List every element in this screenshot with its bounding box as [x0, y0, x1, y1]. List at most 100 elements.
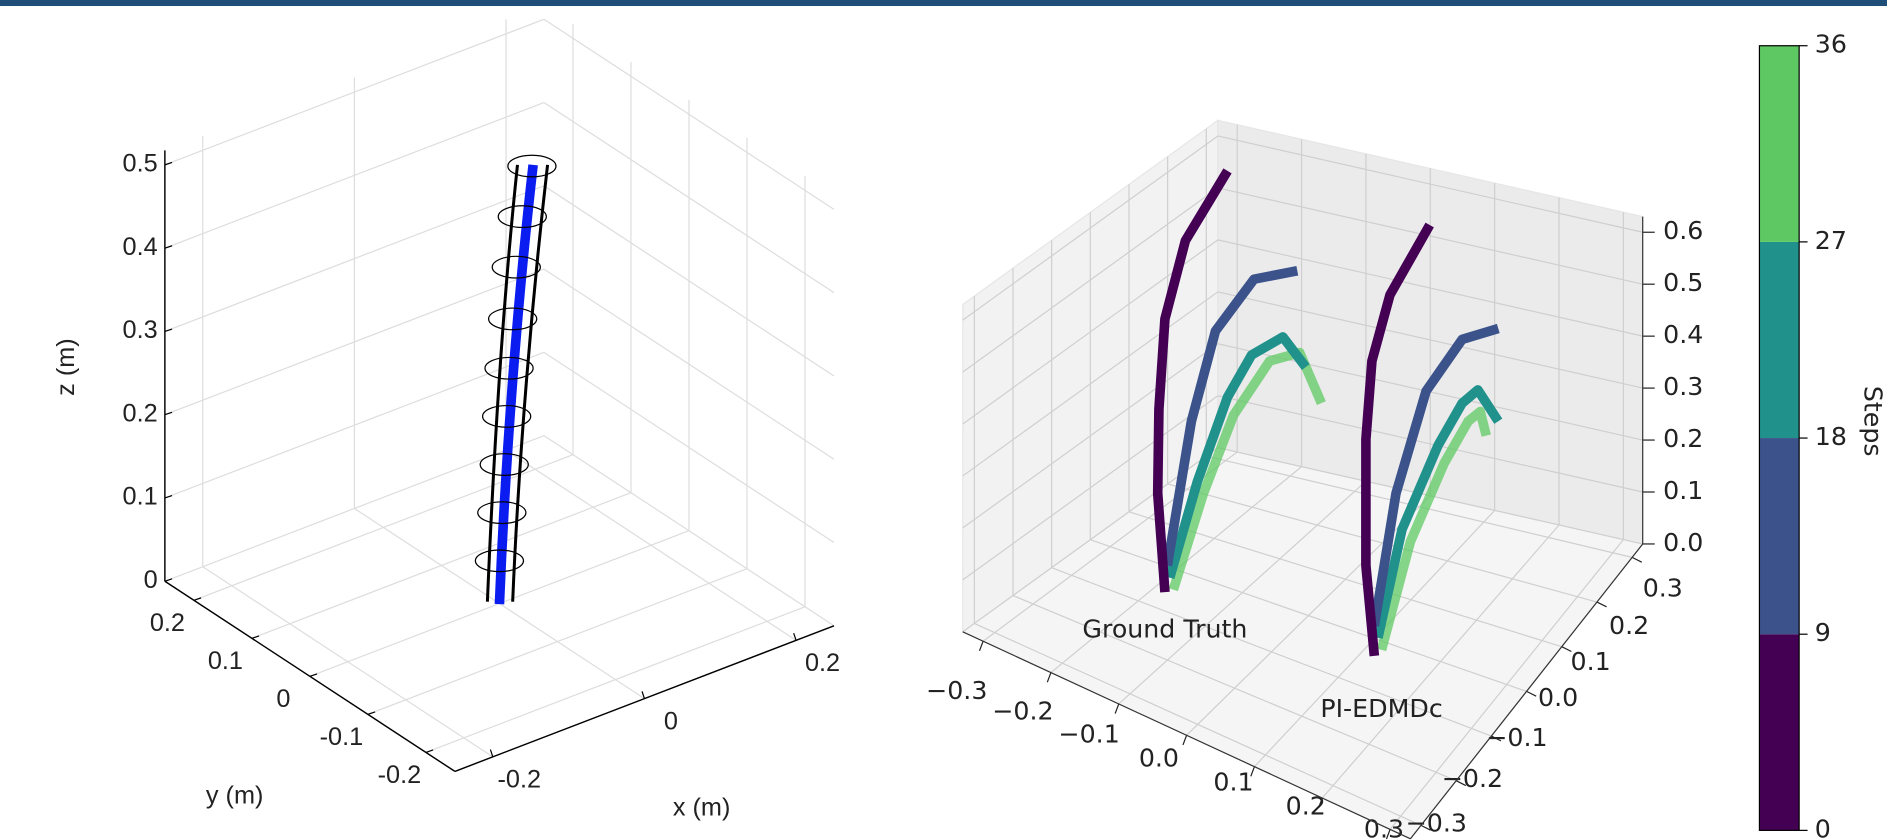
y-tick-label: 0.2: [1609, 611, 1649, 640]
grid-line: [505, 449, 797, 641]
axis-line: [962, 631, 1411, 840]
tick-mark: [1114, 703, 1120, 714]
grid-line: [1217, 239, 1643, 337]
y-tick-label: -0.1: [320, 723, 364, 751]
y-tick-label: 0.1: [1570, 647, 1610, 676]
z-tick-label: 0.5: [1663, 268, 1703, 297]
right-grid: [961, 119, 1644, 840]
z-tick-label: 0.5: [123, 150, 158, 178]
z-tick-label: 0.1: [123, 483, 158, 511]
annotation: PI-EDMDc: [1320, 694, 1442, 723]
y-tick-label: 0.3: [1643, 574, 1683, 603]
grid-line: [962, 395, 1219, 581]
colorbar-tick-label: 27: [1815, 226, 1847, 255]
colorbar-tick-label: 36: [1815, 30, 1847, 59]
tick-mark: [1046, 672, 1052, 683]
x-tick-label: −0.2: [992, 696, 1053, 725]
y-tick-label: 0.2: [150, 609, 185, 637]
curve: [1165, 332, 1310, 579]
curves: [1152, 168, 1503, 657]
tick-mark: [164, 495, 173, 499]
colorbar-segment: [1759, 438, 1800, 635]
colorbar-segment: [1759, 241, 1800, 439]
grid-line: [1217, 395, 1643, 493]
tick-mark: [1182, 735, 1188, 746]
z-tick-label: 0.0: [1663, 528, 1703, 557]
tick-mark: [978, 641, 984, 652]
y-tick-label: 0.1: [208, 647, 243, 675]
tick-mark: [251, 635, 260, 639]
curve: [1152, 168, 1232, 593]
x-tick-label: 0.2: [805, 649, 840, 677]
x-tick-label: 0.1: [1213, 767, 1253, 796]
colorbar-tick-label: 0: [1815, 814, 1831, 840]
x-axis-label: x (m): [673, 793, 731, 821]
colorbar-segment: [1759, 634, 1800, 831]
grid-line: [1128, 511, 1562, 648]
x-tick-label: −0.1: [1058, 719, 1119, 748]
y-tick-label: -0.2: [378, 761, 422, 789]
y-tick-label: 0.0: [1538, 683, 1578, 712]
grid-line: [962, 187, 1219, 373]
grid-line: [1051, 567, 1492, 737]
z-tick-label: 0.2: [123, 399, 158, 427]
grid-line: [1206, 455, 1633, 558]
grid-line: [1217, 187, 1643, 285]
x-tick-label: 0.0: [1139, 743, 1179, 772]
y-axis-label: y (m): [206, 781, 264, 809]
curve: [1373, 385, 1503, 639]
tick-mark: [1420, 824, 1431, 831]
tick-mark: [425, 749, 434, 753]
tick-mark: [164, 245, 173, 249]
z-tick-label: 0.2: [1663, 424, 1703, 453]
rod: [474, 154, 557, 605]
tick-mark: [1385, 829, 1391, 840]
tick-mark: [1491, 735, 1502, 742]
x-tick-label: -0.2: [498, 766, 542, 794]
colorbar: Steps 0 9 18 27 36: [1758, 30, 1887, 840]
y-tick-label: −0.1: [1486, 723, 1547, 752]
tick-mark: [1250, 766, 1255, 777]
tick-mark: [367, 711, 376, 715]
colorbar-tick-label: 9: [1815, 618, 1831, 647]
y-tick-label: −0.2: [1442, 764, 1503, 793]
colorbar-segment: [1759, 45, 1800, 242]
z-tick-label: 0.1: [1663, 476, 1703, 505]
colorbar-tick-label: 18: [1815, 422, 1847, 451]
right-plot: Ground Truth PI-EDMDc −0.3−0.2−0.10.00.1…: [926, 119, 1703, 840]
tick-mark: [1455, 780, 1467, 787]
x-tick-label: 0: [664, 707, 678, 735]
grid-line: [1012, 594, 1457, 782]
tick-mark: [164, 411, 173, 416]
tick-mark: [793, 632, 797, 641]
tick-mark: [641, 691, 646, 699]
tick-mark: [193, 597, 202, 601]
tick-mark: [309, 673, 318, 677]
z-tick-label: 0.3: [123, 316, 158, 344]
grid-line: [962, 343, 1219, 529]
grid-line: [974, 622, 1422, 826]
tick-mark: [1526, 690, 1537, 697]
tick-mark: [164, 578, 173, 582]
top-bar: [0, 0, 1887, 7]
grid-line: [962, 135, 1219, 321]
grid-line: [1217, 291, 1643, 389]
curve: [1369, 323, 1500, 627]
grid-line: [962, 291, 1219, 477]
tick-mark: [1631, 556, 1643, 563]
grid-line: [962, 447, 1219, 633]
grid-line: [1167, 483, 1598, 603]
x-tick-label: 0.2: [1286, 792, 1326, 821]
y-tick-label: 0: [276, 685, 290, 713]
curve: [1162, 266, 1299, 567]
z-tick-label: 0.3: [1663, 372, 1703, 401]
tick-mark: [164, 161, 173, 166]
annotation: Ground Truth: [1082, 615, 1247, 644]
grid-line: [202, 566, 494, 758]
x-tick-label: −0.3: [926, 676, 987, 705]
z-tick-label: 0.4: [123, 233, 158, 261]
tick-mark: [1318, 797, 1323, 808]
axis-line: [1409, 543, 1644, 840]
z-axis-label: z (m): [52, 338, 80, 396]
